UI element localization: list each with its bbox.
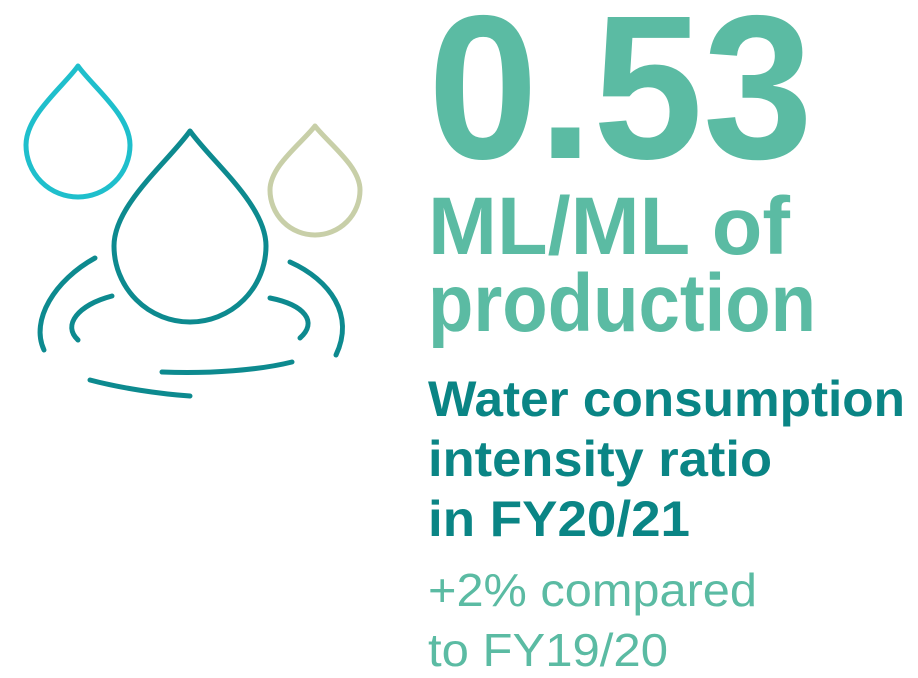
water-icon — [23, 63, 363, 399]
description: in FY20/21 — [428, 491, 690, 547]
right-drop — [267, 123, 363, 238]
large-drop — [111, 128, 269, 325]
stat-unit: ML/ML of — [428, 181, 791, 272]
description: intensity ratio — [428, 431, 772, 487]
stat-value: 0.53 — [428, 0, 813, 202]
ripple — [287, 259, 345, 358]
ripple — [159, 359, 295, 376]
comparison: to FY19/20 — [428, 624, 668, 676]
description: Water consumption — [428, 371, 905, 427]
ripple — [87, 377, 193, 399]
ripple — [37, 255, 98, 353]
ripple — [267, 295, 311, 341]
comparison: +2% compared — [428, 564, 757, 616]
small-drop — [23, 63, 133, 200]
stat-unit: production — [428, 258, 816, 349]
ripple — [69, 293, 115, 343]
